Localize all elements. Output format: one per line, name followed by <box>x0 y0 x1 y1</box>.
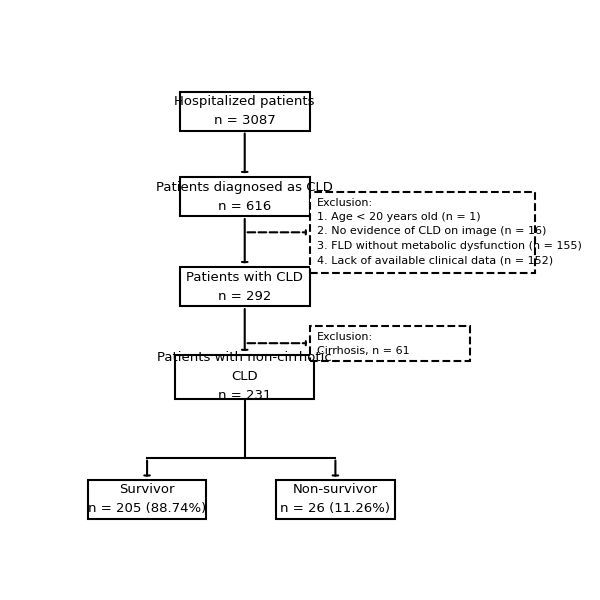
FancyBboxPatch shape <box>179 267 310 307</box>
FancyBboxPatch shape <box>310 192 535 273</box>
Text: Patients diagnosed as CLD
n = 616: Patients diagnosed as CLD n = 616 <box>156 181 333 213</box>
Text: Non-survivor
n = 26 (11.26%): Non-survivor n = 26 (11.26%) <box>280 484 391 515</box>
Text: Exclusion:
1. Age < 20 years old (n = 1)
2. No evidence of CLD on image (n = 16): Exclusion: 1. Age < 20 years old (n = 1)… <box>317 197 581 265</box>
FancyBboxPatch shape <box>88 480 206 519</box>
FancyBboxPatch shape <box>175 355 314 399</box>
FancyBboxPatch shape <box>310 326 470 361</box>
Text: Patients with non-cirrhotic
CLD
n = 231: Patients with non-cirrhotic CLD n = 231 <box>157 352 332 403</box>
Text: Patients with CLD
n = 292: Patients with CLD n = 292 <box>186 271 303 303</box>
Text: Hospitalized patients
n = 3087: Hospitalized patients n = 3087 <box>175 95 315 127</box>
FancyBboxPatch shape <box>179 92 310 131</box>
FancyBboxPatch shape <box>276 480 395 519</box>
Text: Exclusion:
Cirrhosis, n = 61: Exclusion: Cirrhosis, n = 61 <box>317 332 409 356</box>
FancyBboxPatch shape <box>179 177 310 217</box>
Text: Survivor
n = 205 (88.74%): Survivor n = 205 (88.74%) <box>88 484 206 515</box>
